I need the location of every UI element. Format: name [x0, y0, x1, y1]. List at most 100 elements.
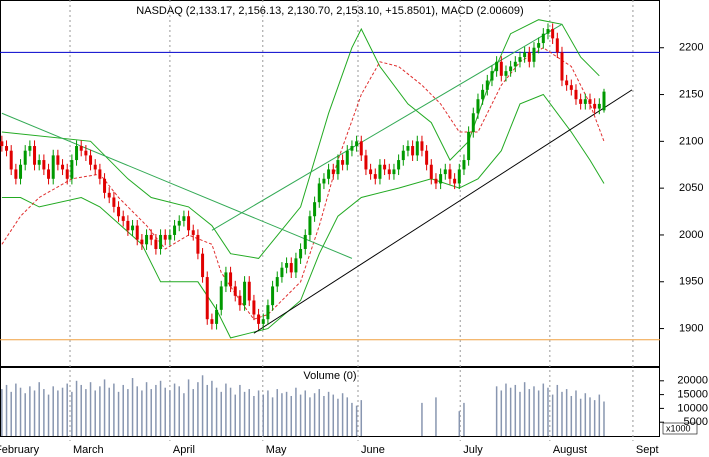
- candle-body: [588, 99, 592, 104]
- candle-body: [261, 319, 265, 324]
- volume-bar: [304, 390, 307, 436]
- candle-body: [369, 169, 373, 175]
- candle-body: [233, 286, 237, 296]
- volume-bar: [136, 386, 138, 436]
- candle-body: [187, 216, 191, 231]
- volume-bar: [318, 389, 321, 436]
- candle-body: [602, 91, 606, 111]
- volume-bar: [337, 398, 339, 436]
- candle-body: [401, 150, 405, 161]
- candle-body: [364, 155, 368, 170]
- volume-bar: [262, 394, 265, 436]
- volume-bar: [94, 390, 96, 436]
- volume-bar: [173, 383, 176, 436]
- volume-bar: [229, 387, 232, 436]
- candle-body: [177, 220, 181, 226]
- volume-bar: [579, 398, 582, 436]
- band-line: [1, 47, 605, 320]
- candle-body: [294, 258, 298, 273]
- candle-body: [42, 160, 46, 170]
- volume-bar: [10, 391, 12, 436]
- volume-bar: [187, 379, 190, 436]
- candle-body: [266, 305, 270, 320]
- candle-body: [537, 43, 541, 48]
- candle-body: [341, 160, 345, 165]
- band-line: [1, 19, 600, 259]
- volume-bar: [66, 383, 68, 436]
- volume-bar: [243, 391, 246, 436]
- candle-body: [532, 47, 536, 62]
- volume-bar: [155, 384, 157, 436]
- volume-bar: [458, 411, 461, 436]
- volume-bar: [584, 393, 587, 436]
- volume-bar: [593, 400, 596, 436]
- volume-bar: [117, 391, 120, 436]
- volume-bar: [145, 382, 148, 436]
- candle-body: [308, 216, 312, 235]
- candle-body: [168, 234, 172, 240]
- candle-body: [359, 141, 363, 156]
- candle-body: [467, 131, 471, 161]
- candle-body: [205, 277, 209, 320]
- volume-bar: [80, 384, 82, 436]
- volume-bar: [547, 387, 549, 436]
- y-tick-label: 2150: [679, 88, 703, 100]
- candle-body: [322, 178, 326, 184]
- candle-body: [504, 71, 508, 76]
- volume-bar: [421, 402, 423, 436]
- candle-body: [299, 248, 303, 259]
- candle-body: [98, 169, 102, 179]
- x-tick-label: August: [553, 444, 587, 456]
- volume-bar: [542, 383, 545, 436]
- candle-body: [135, 225, 139, 240]
- volume-bar: [197, 382, 199, 436]
- band-line: [1, 93, 605, 339]
- candle-body: [331, 169, 335, 175]
- y-tick-label: 2200: [679, 42, 703, 54]
- volume-unit: x1000: [666, 423, 691, 433]
- candle-body: [546, 29, 550, 34]
- candle-body: [527, 52, 531, 62]
- volume-bar: [500, 390, 503, 436]
- candle-body: [5, 146, 9, 151]
- volume-bar: [239, 384, 241, 436]
- candle-body: [47, 169, 51, 179]
- candle-body: [453, 178, 457, 184]
- candle-body: [378, 164, 382, 179]
- volume-bar: [519, 391, 521, 436]
- candle-body: [355, 141, 359, 147]
- volume-bar: [435, 397, 437, 436]
- volume-bar: [178, 386, 180, 436]
- candle-body: [285, 263, 289, 268]
- volume-bar: [332, 394, 335, 436]
- volume-bar: [234, 394, 236, 436]
- volume-bar: [183, 393, 185, 436]
- y-tick-label: 2100: [679, 135, 703, 147]
- candle-body: [560, 52, 564, 81]
- candle-body: [247, 281, 251, 301]
- volume-bar: [295, 387, 297, 436]
- candle-body: [406, 146, 410, 151]
- candle-body: [257, 314, 261, 324]
- candle-body: [196, 234, 200, 254]
- volume-bar: [360, 400, 363, 436]
- candle-body: [9, 150, 13, 170]
- volume-bar: [313, 393, 316, 436]
- volume-bar: [309, 397, 311, 436]
- x-tick-label: April: [173, 444, 195, 456]
- candle-body: [173, 225, 177, 235]
- volume-bar: [598, 394, 601, 436]
- candle-body: [210, 319, 214, 324]
- candle-body: [33, 146, 37, 165]
- volume-bar: [150, 389, 152, 436]
- candle-body: [579, 99, 583, 104]
- volume-bar: [346, 397, 349, 436]
- candle-body: [182, 216, 186, 221]
- candle-body: [229, 272, 233, 287]
- volume-bar: [533, 386, 535, 436]
- candle-body: [397, 160, 401, 170]
- volume-bar: [257, 390, 260, 436]
- candle-body: [429, 164, 433, 179]
